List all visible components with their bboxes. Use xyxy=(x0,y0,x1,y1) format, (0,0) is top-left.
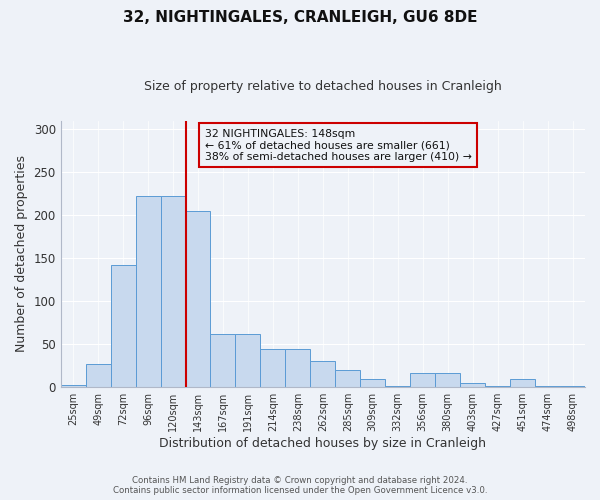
Bar xyxy=(235,334,260,387)
Bar xyxy=(86,364,110,387)
Bar xyxy=(385,386,410,387)
Bar xyxy=(510,380,535,387)
Bar xyxy=(61,384,86,387)
Bar xyxy=(410,374,435,387)
Text: 32, NIGHTINGALES, CRANLEIGH, GU6 8DE: 32, NIGHTINGALES, CRANLEIGH, GU6 8DE xyxy=(123,10,477,25)
Bar xyxy=(335,370,360,387)
Bar xyxy=(136,196,161,387)
Bar xyxy=(211,334,235,387)
Bar xyxy=(560,386,585,387)
Bar xyxy=(360,378,385,387)
Bar xyxy=(310,362,335,387)
X-axis label: Distribution of detached houses by size in Cranleigh: Distribution of detached houses by size … xyxy=(160,437,487,450)
Bar xyxy=(435,374,460,387)
Bar xyxy=(110,265,136,387)
Text: Contains HM Land Registry data © Crown copyright and database right 2024.
Contai: Contains HM Land Registry data © Crown c… xyxy=(113,476,487,495)
Bar xyxy=(535,386,560,387)
Text: 32 NIGHTINGALES: 148sqm
← 61% of detached houses are smaller (661)
38% of semi-d: 32 NIGHTINGALES: 148sqm ← 61% of detache… xyxy=(205,128,472,162)
Y-axis label: Number of detached properties: Number of detached properties xyxy=(15,156,28,352)
Bar xyxy=(460,383,485,387)
Bar xyxy=(286,350,310,387)
Bar xyxy=(260,348,286,387)
Title: Size of property relative to detached houses in Cranleigh: Size of property relative to detached ho… xyxy=(144,80,502,93)
Bar xyxy=(161,196,185,387)
Bar xyxy=(185,211,211,387)
Bar xyxy=(485,386,510,387)
